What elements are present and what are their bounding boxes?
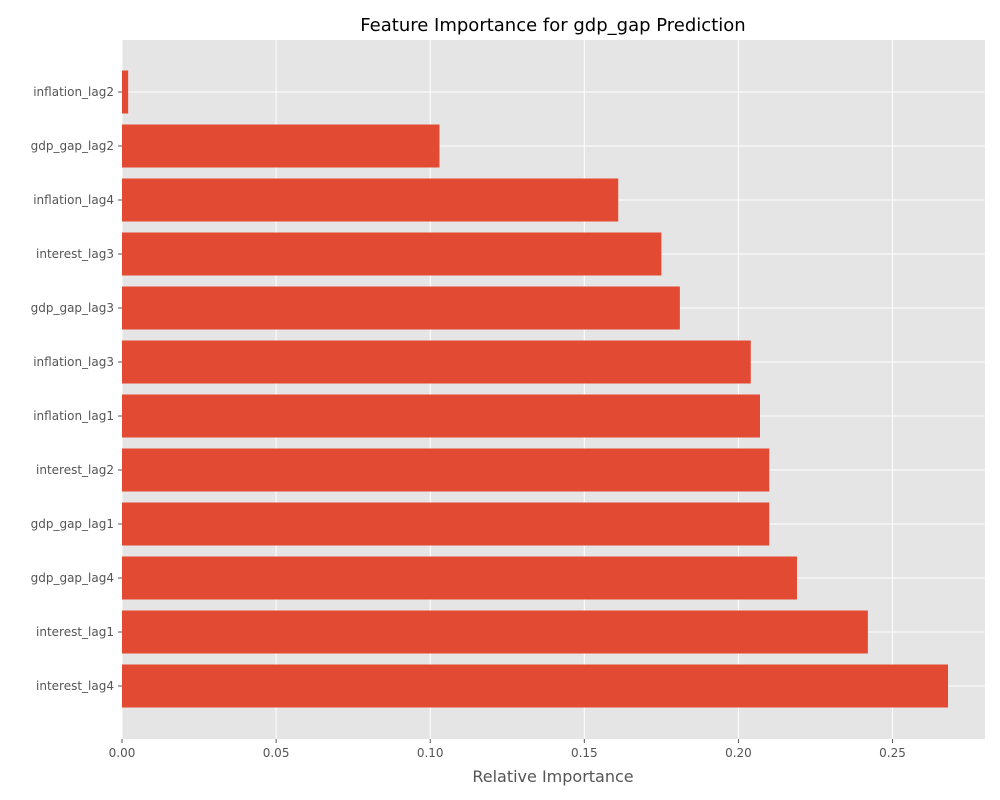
y-tick-label: inflation_lag4 — [33, 193, 114, 207]
x-tick-label: 0.25 — [879, 746, 906, 760]
bar-inflation-lag3 — [122, 340, 751, 384]
y-tick-label: interest_lag2 — [36, 463, 114, 477]
bar-interest-lag1 — [122, 610, 868, 654]
x-tick-label: 0.10 — [417, 746, 444, 760]
y-tick-label: interest_lag3 — [36, 247, 114, 261]
y-tick-label: gdp_gap_lag2 — [31, 139, 114, 153]
x-tick-label: 0.20 — [725, 746, 752, 760]
bar-interest-lag4 — [122, 664, 949, 708]
bar-inflation-lag1 — [122, 394, 761, 438]
x-tick-label: 0.05 — [263, 746, 290, 760]
bar-interest-lag3 — [122, 232, 662, 276]
x-tick-label: 0.00 — [109, 746, 136, 760]
y-tick-label: gdp_gap_lag3 — [31, 301, 114, 315]
y-tick-label: interest_lag1 — [36, 625, 114, 639]
bars — [122, 70, 949, 708]
y-tick-label: gdp_gap_lag4 — [31, 571, 114, 585]
y-tick-label: interest_lag4 — [36, 679, 114, 693]
x-tick-label: 0.15 — [571, 746, 598, 760]
x-tick-labels: 0.00 0.05 0.10 0.15 0.20 0.25 — [109, 739, 906, 760]
bar-interest-lag2 — [122, 448, 770, 492]
bar-inflation-lag2 — [122, 70, 129, 114]
bar-gdp-gap-lag1 — [122, 502, 770, 546]
y-tick-label: inflation_lag2 — [33, 85, 114, 99]
y-tick-label: inflation_lag1 — [33, 409, 114, 423]
y-tick-labels: inflation_lag2 gdp_gap_lag2 inflation_lag4… — [31, 85, 122, 693]
bar-gdp-gap-lag3 — [122, 286, 680, 330]
bar-gdp-gap-lag4 — [122, 556, 797, 600]
x-axis-label: Relative Importance — [472, 767, 633, 786]
chart-title: Feature Importance for gdp_gap Predictio… — [360, 15, 745, 36]
bar-inflation-lag4 — [122, 178, 619, 222]
y-tick-label: gdp_gap_lag1 — [31, 517, 114, 531]
bar-gdp-gap-lag2 — [122, 124, 440, 168]
y-tick-label: inflation_lag3 — [33, 355, 114, 369]
